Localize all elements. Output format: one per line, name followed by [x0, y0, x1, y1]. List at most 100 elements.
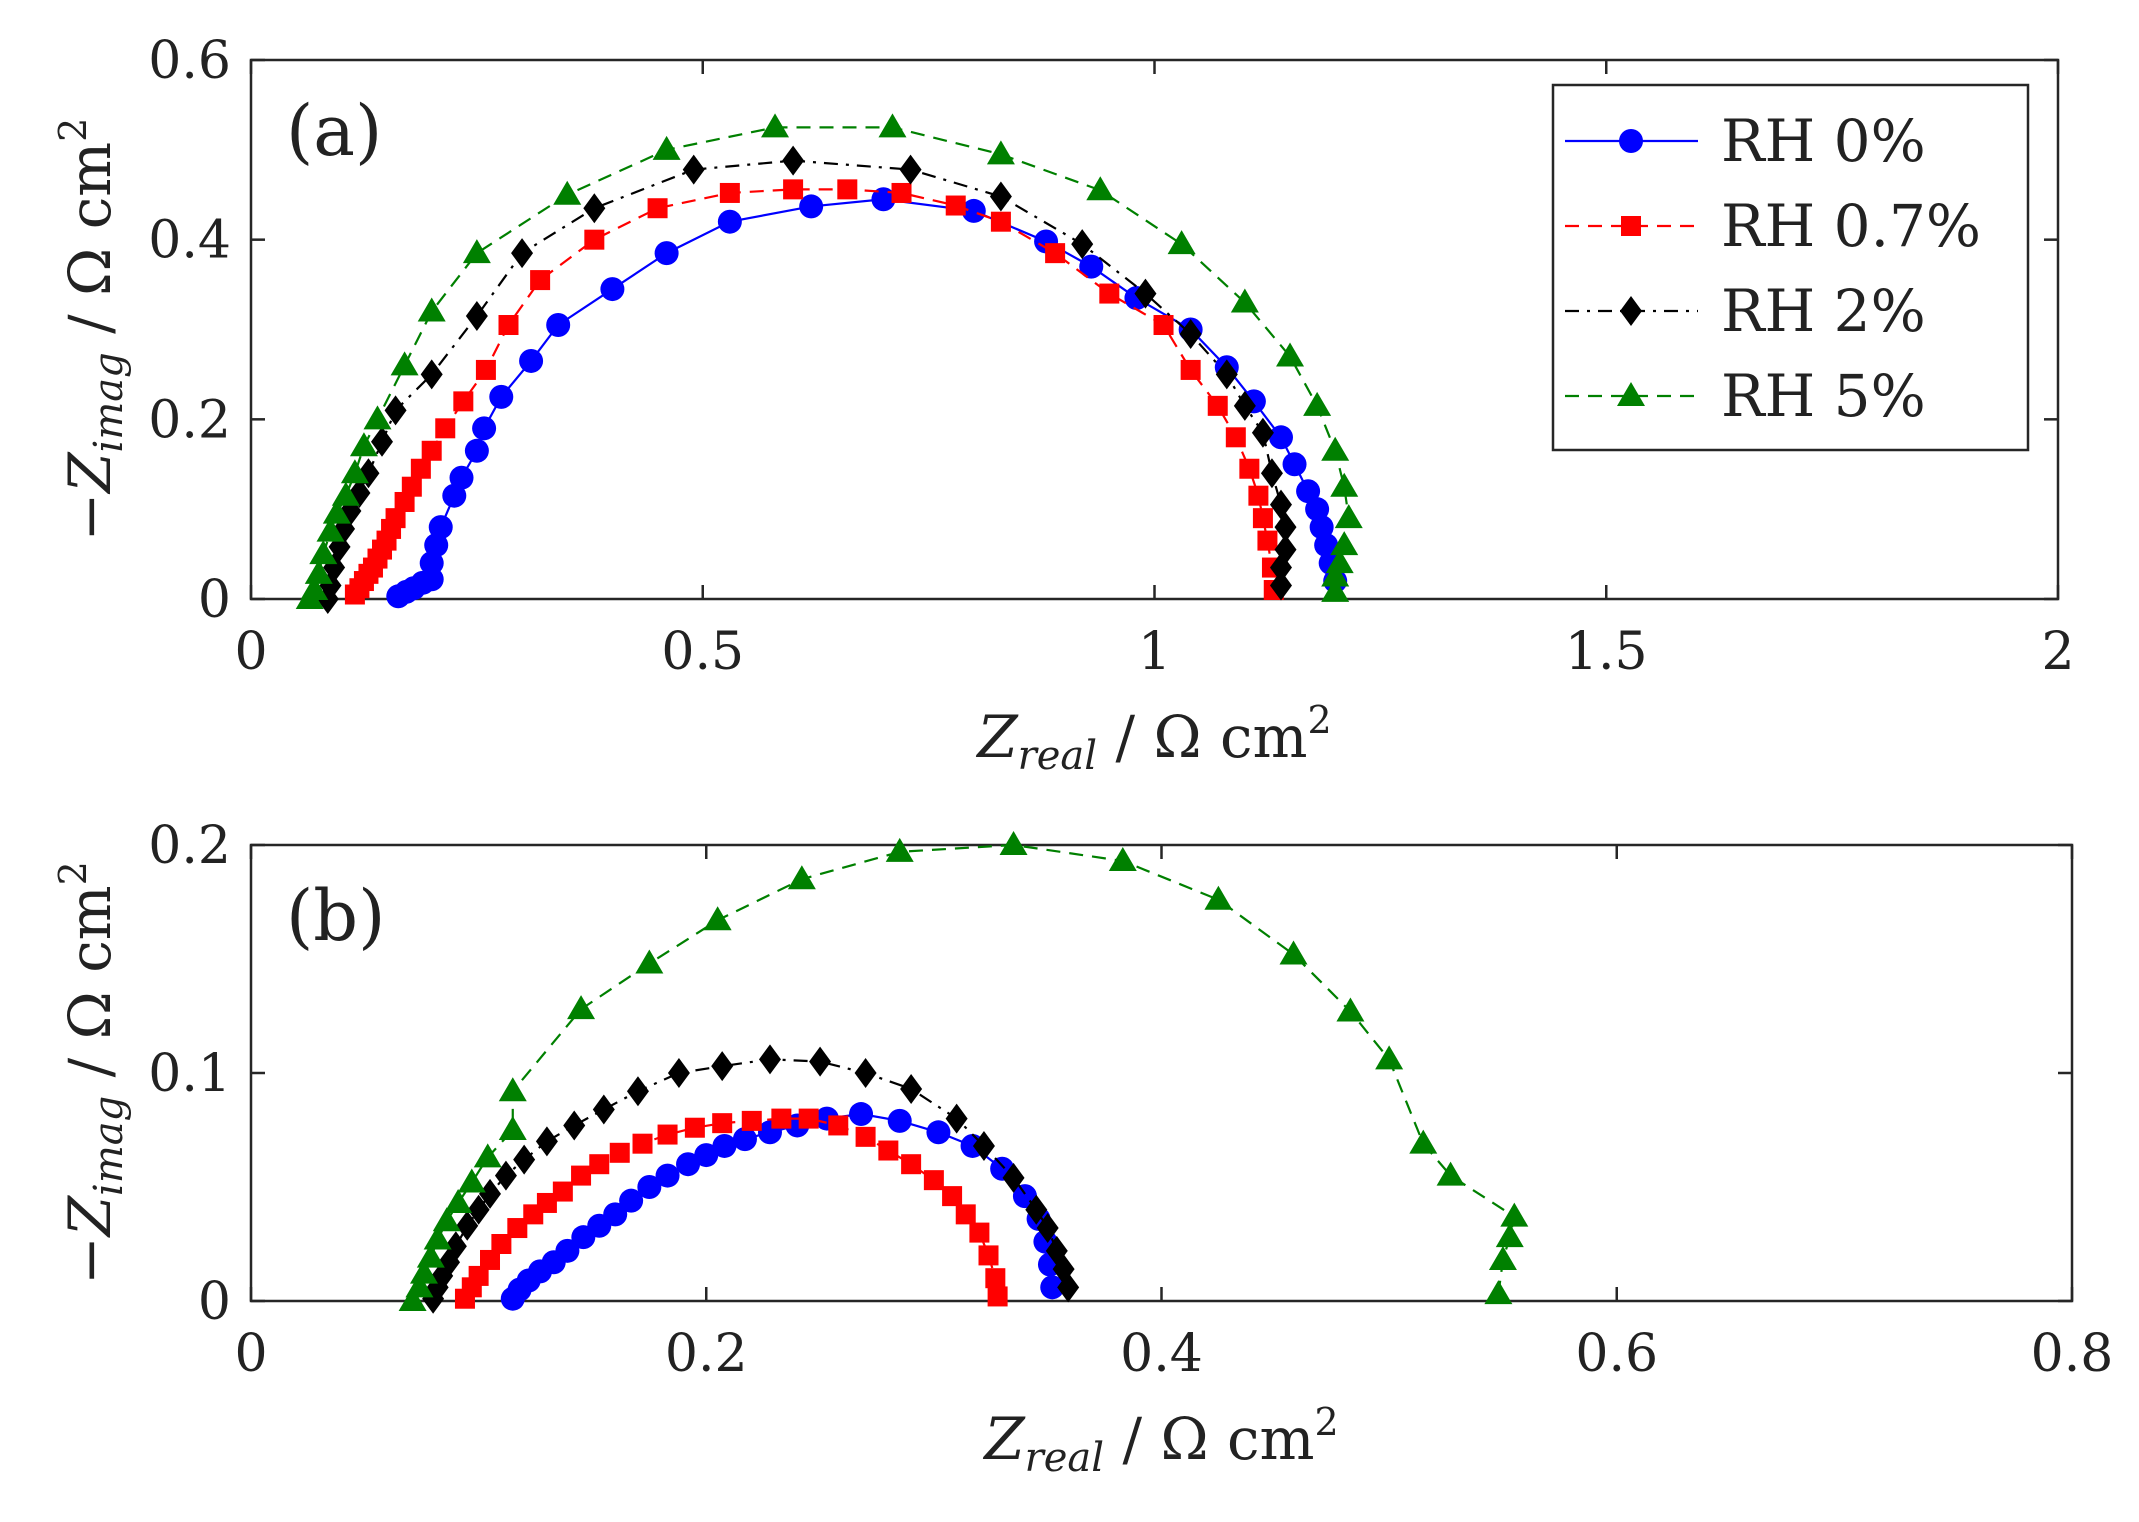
data-point — [1334, 504, 1363, 529]
data-point — [711, 1051, 734, 1082]
data-point — [1239, 458, 1260, 479]
legend-marker — [1620, 296, 1642, 326]
data-point — [507, 1218, 528, 1239]
data-point — [1134, 278, 1157, 309]
data-point — [878, 1140, 899, 1161]
legend-marker — [1621, 216, 1641, 236]
data-point — [891, 182, 912, 203]
data-point — [1180, 359, 1201, 380]
data-point — [989, 181, 1012, 212]
data-point — [1036, 1213, 1059, 1244]
data-point — [1204, 885, 1233, 910]
data-point — [787, 865, 816, 890]
data-point — [1321, 562, 1350, 587]
data-point — [1305, 497, 1330, 522]
data-point — [1207, 395, 1228, 416]
panel-b: 0 0.2 0.4 0.6 0.800.10.2(b)Zreal / Ω cm2−Zim… — [51, 816, 2113, 1481]
data-point — [632, 1133, 653, 1154]
data-point — [1040, 1275, 1065, 1300]
data-point — [717, 209, 742, 234]
data-point — [420, 359, 443, 390]
data-point — [472, 416, 497, 441]
x-tick-label: 0.8 — [2031, 1324, 2114, 1384]
x-tick-label: 0.4 — [1120, 1324, 1203, 1384]
data-point — [1488, 1245, 1517, 1270]
data-point — [926, 1120, 951, 1145]
data-point — [442, 483, 467, 508]
data-point — [1230, 288, 1259, 313]
data-point — [468, 1265, 489, 1286]
data-point — [809, 1046, 832, 1077]
data-point — [316, 517, 345, 542]
data-point — [1375, 1045, 1404, 1070]
data-point — [741, 1110, 762, 1131]
data-point — [1279, 940, 1308, 965]
data-point — [798, 1108, 819, 1129]
data-point — [555, 1238, 580, 1263]
data-point — [961, 198, 986, 223]
y-tick-label: 0.2 — [148, 816, 231, 876]
data-point — [424, 533, 449, 558]
data-point — [878, 113, 907, 138]
data-point — [480, 1249, 501, 1270]
data-point — [1215, 359, 1238, 390]
data-point — [1153, 315, 1174, 336]
data-point — [1500, 1202, 1529, 1227]
data-point — [513, 1144, 536, 1175]
data-point — [999, 831, 1028, 855]
data-point — [465, 301, 488, 332]
axis-label-subscript: imag — [86, 1096, 132, 1196]
axis-label-superscript: 2 — [51, 118, 95, 142]
data-point — [1002, 1162, 1025, 1193]
series-rh-0-7- — [344, 179, 1284, 605]
data-point — [1303, 391, 1332, 416]
data-point — [782, 145, 805, 176]
data-point — [416, 1243, 445, 1268]
x-tick-label: 0.6 — [1575, 1324, 1658, 1384]
data-point — [444, 1188, 473, 1213]
series-rh-0-7- — [454, 1108, 1008, 1309]
data-point — [371, 426, 394, 457]
data-point — [1495, 1223, 1524, 1248]
data-point — [349, 432, 378, 457]
axis-label-subscript: imag — [86, 352, 132, 452]
series-rh-2- — [316, 145, 1297, 614]
data-point — [1409, 1129, 1438, 1154]
data-point — [449, 465, 474, 490]
data-point — [1108, 846, 1137, 871]
data-point — [1336, 997, 1365, 1022]
data-point — [619, 1188, 644, 1213]
data-point — [491, 1234, 512, 1254]
data-point — [712, 1133, 737, 1158]
data-point — [837, 179, 858, 200]
data-point — [969, 1222, 990, 1243]
data-point — [855, 1126, 876, 1147]
data-point — [655, 1163, 680, 1188]
panel-a: 0 0.5 1 1.5 200.20.40.6(a)Zreal / Ω cm2−Zima… — [51, 31, 2075, 779]
legend-label: RH 0.7% — [1721, 192, 1981, 260]
data-point — [1309, 515, 1334, 540]
data-point — [1269, 552, 1292, 583]
data-point — [758, 1044, 781, 1075]
data-point — [546, 313, 571, 338]
legend-label: RH 5% — [1721, 362, 1926, 430]
data-point — [887, 1108, 912, 1133]
data-point — [854, 1058, 877, 1088]
data-point — [1099, 283, 1120, 304]
data-point — [453, 391, 474, 412]
data-point — [309, 540, 338, 565]
data-point — [489, 384, 514, 409]
data-point — [535, 1126, 558, 1157]
data-point — [972, 1130, 995, 1161]
data-point — [536, 1192, 557, 1213]
data-point — [1257, 530, 1278, 551]
data-point — [1269, 489, 1292, 520]
data-point — [1248, 485, 1269, 506]
data-point — [583, 193, 606, 224]
axis-label-unit: / Ω cm — [1097, 703, 1307, 771]
data-point — [304, 559, 333, 584]
data-point — [428, 515, 453, 540]
data-point — [719, 182, 740, 203]
data-point — [1167, 230, 1196, 255]
data-point — [498, 1116, 527, 1140]
